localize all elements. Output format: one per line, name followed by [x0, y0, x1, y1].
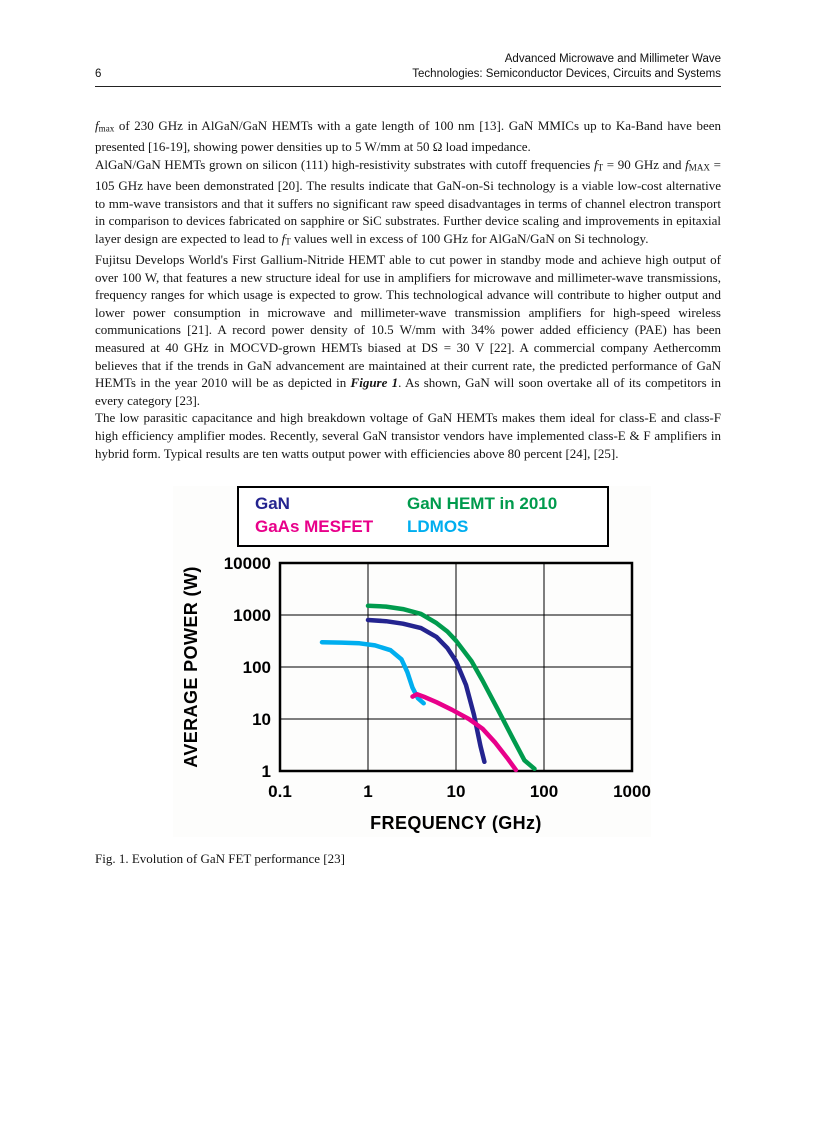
page-header: Advanced Microwave and Millimeter Wave 6… [95, 0, 721, 87]
series-gan-hemt-in-2010 [365, 603, 537, 772]
legend-item-ldmos: LDMOS [407, 517, 469, 537]
paragraph: fmax of 230 GHz in AlGaN/GaN HEMTs with … [95, 118, 721, 155]
running-title-line1: Advanced Microwave and Millimeter Wave [504, 53, 721, 65]
x-tick-label: 1 [363, 782, 372, 801]
figure-caption: Fig. 1. Evolution of GaN FET performance… [95, 851, 345, 867]
running-title-line2-text: Technologies: Semiconductor Devices, Cir… [412, 68, 721, 80]
header-rule [95, 86, 721, 87]
legend-item-gan-hemt-2010: GaN HEMT in 2010 [407, 494, 558, 514]
legend-item-gan: GaN [255, 494, 290, 514]
series-ldmos [319, 640, 426, 706]
y-tick-label: 1 [262, 762, 271, 781]
legend-item-gaas-mesfet: GaAs MESFET [255, 517, 374, 537]
figure-1: GaN GaN HEMT in 2010 GaAs MESFET LDMOS 0… [173, 486, 651, 838]
x-tick-label: 1000 [613, 782, 651, 801]
paragraph: The low parasitic capacitance and high b… [95, 410, 721, 461]
x-tick-label: 10 [447, 782, 466, 801]
y-tick-label: 10000 [224, 554, 271, 573]
page-number: 6 [95, 68, 102, 80]
x-tick-label: 0.1 [268, 782, 292, 801]
y-axis-label: AVERAGE POWER (W) [181, 566, 201, 767]
plot-border [278, 561, 634, 773]
y-tick-label: 100 [243, 658, 271, 677]
series-gan [365, 617, 487, 765]
series-gaas-mesfet [410, 692, 519, 773]
x-tick-label: 100 [530, 782, 558, 801]
y-tick-label: 10 [252, 710, 271, 729]
paragraph: Fujitsu Develops World's First Gallium-N… [95, 252, 722, 408]
body-text: fmax of 230 GHz in AlGaN/GaN HEMTs with … [95, 117, 721, 462]
running-title-line2: 6 Technologies: Semiconductor Devices, C… [95, 67, 721, 82]
paragraph: AlGaN/GaN HEMTs grown on silicon (111) h… [95, 156, 721, 247]
y-tick-label: 1000 [233, 606, 271, 625]
x-axis-label: FREQUENCY (GHz) [370, 813, 542, 833]
page-content: Advanced Microwave and Millimeter Wave 6… [95, 0, 721, 880]
chart-legend: GaN GaN HEMT in 2010 GaAs MESFET LDMOS [237, 486, 609, 548]
